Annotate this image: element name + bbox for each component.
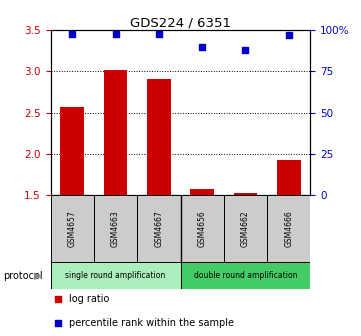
Bar [147, 79, 171, 195]
Bar [51, 195, 94, 262]
Bar [94, 195, 137, 262]
Text: percentile rank within the sample: percentile rank within the sample [69, 318, 234, 328]
Text: GSM4656: GSM4656 [198, 210, 206, 247]
Text: GSM4663: GSM4663 [111, 210, 120, 247]
Bar [234, 193, 257, 195]
Point [286, 33, 292, 38]
Text: GSM4666: GSM4666 [284, 210, 293, 247]
Bar [180, 262, 310, 289]
Point [113, 31, 118, 36]
Point [156, 31, 162, 36]
Bar [190, 189, 214, 195]
Bar [60, 107, 84, 195]
Point [56, 296, 61, 301]
Point [243, 47, 248, 53]
Text: double round amplification: double round amplification [194, 271, 297, 280]
Bar [51, 262, 180, 289]
Text: GSM4657: GSM4657 [68, 210, 77, 247]
Bar [180, 195, 224, 262]
Point [199, 44, 205, 49]
Text: single round amplification: single round amplification [65, 271, 166, 280]
Point [69, 31, 75, 36]
Bar [267, 195, 310, 262]
Point [56, 320, 61, 326]
Text: protocol: protocol [4, 270, 43, 281]
Text: log ratio: log ratio [69, 294, 109, 304]
Text: GSM4667: GSM4667 [155, 210, 163, 247]
Bar [277, 160, 301, 195]
Title: GDS224 / 6351: GDS224 / 6351 [130, 16, 231, 29]
Text: GSM4662: GSM4662 [241, 210, 250, 247]
Bar [104, 70, 127, 195]
Bar [224, 195, 267, 262]
Text: ▶: ▶ [34, 270, 42, 281]
Bar [137, 195, 180, 262]
